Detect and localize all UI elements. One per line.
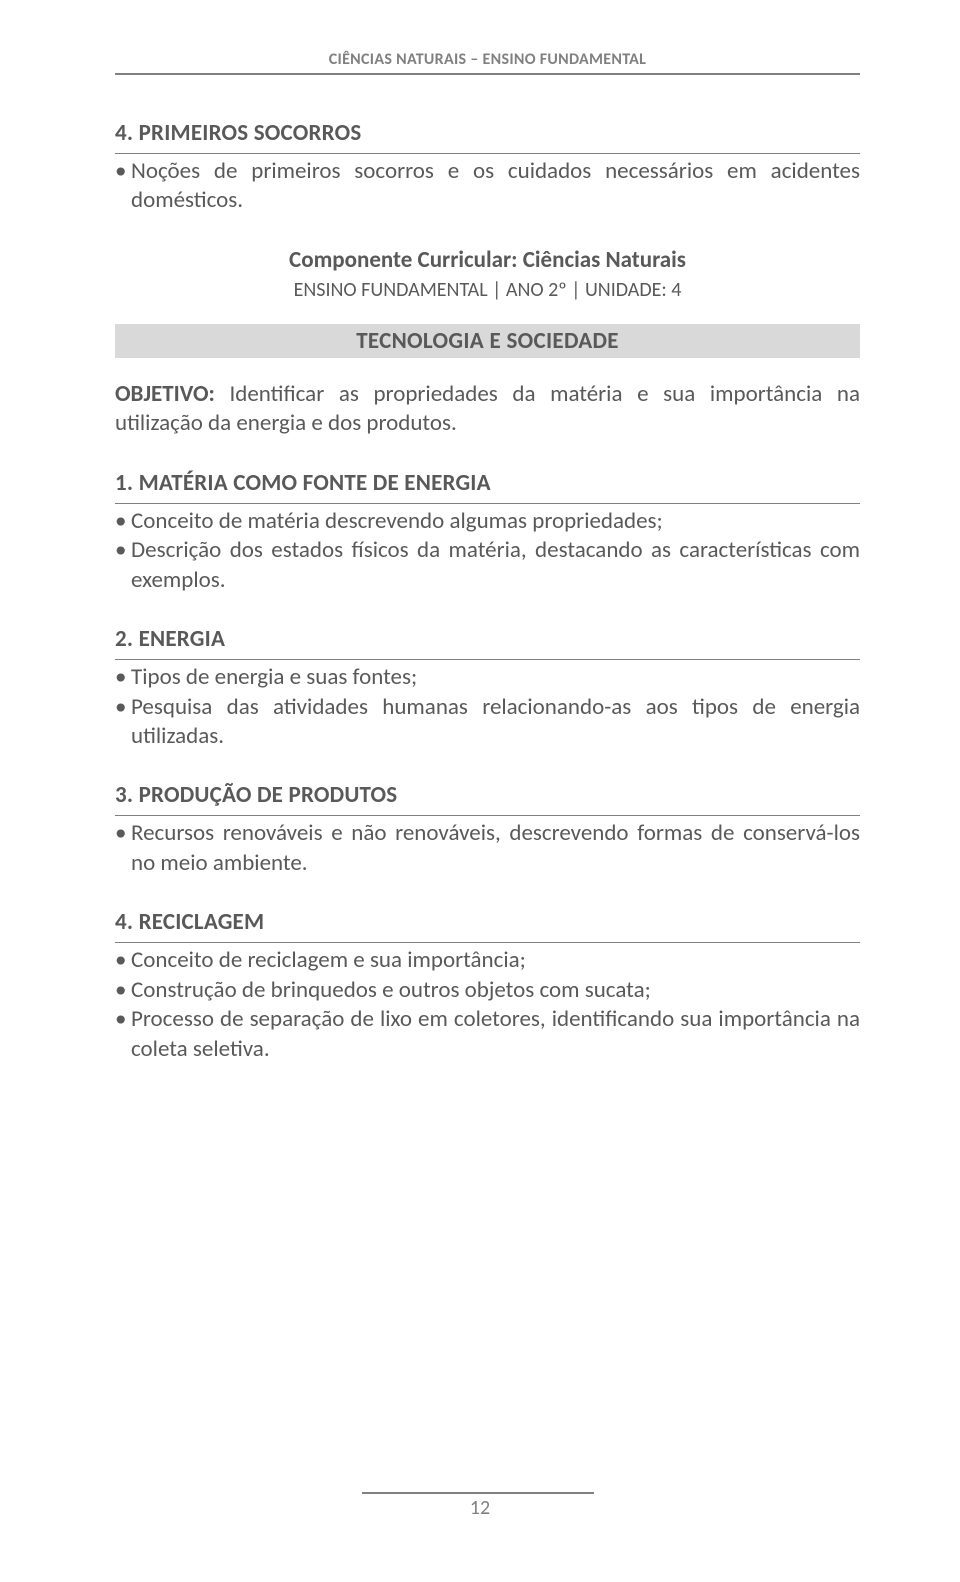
component-title: Componente Curricular: Ciências Naturais (115, 246, 860, 274)
objective-label: OBJETIVO: (115, 380, 215, 408)
footer-rule (362, 1492, 594, 1494)
header-text: CIÊNCIAS NATURAIS – ENSINO FUNDAMENTAL (329, 50, 647, 69)
section-heading: 3. PRODUÇÃO DE PRODUTOS (115, 781, 860, 809)
list-item: Conceito de reciclagem e sua importância… (115, 946, 860, 975)
header-rule (115, 73, 860, 75)
page-header: CIÊNCIAS NATURAIS – ENSINO FUNDAMENTAL (115, 50, 860, 69)
bullet-list: Noções de primeiros socorros e os cuidad… (115, 157, 860, 216)
list-item: Construção de brinquedos e outros objeto… (115, 976, 860, 1005)
list-item: Descrição dos estados físicos da matéria… (115, 536, 860, 595)
list-item: Processo de separação de lixo em coletor… (115, 1005, 860, 1064)
section-heading: 1. MATÉRIA COMO FONTE DE ENERGIA (115, 469, 860, 497)
section-rule (115, 815, 860, 816)
section-energia: 2. ENERGIA Tipos de energia e suas fonte… (115, 625, 860, 751)
objective-text: Identificar as propriedades da matéria e… (115, 380, 860, 437)
section-rule (115, 503, 860, 504)
list-item: Tipos de energia e suas fontes; (115, 663, 860, 692)
section-heading: 2. ENERGIA (115, 625, 860, 653)
bullet-list: Tipos de energia e suas fontes; Pesquisa… (115, 663, 860, 751)
banner-tecnologia: TECNOLOGIA E SOCIEDADE (115, 324, 860, 358)
section-primeiros-socorros: 4. PRIMEIROS SOCORROS Noções de primeiro… (115, 119, 860, 216)
page-number: 12 (0, 1496, 960, 1520)
objective-paragraph: OBJETIVO: Identificar as propriedades da… (115, 380, 860, 439)
section-heading: 4. PRIMEIROS SOCORROS (115, 119, 860, 147)
section-heading: 4. RECICLAGEM (115, 908, 860, 936)
section-producao: 3. PRODUÇÃO DE PRODUTOS Recursos renováv… (115, 781, 860, 878)
section-materia: 1. MATÉRIA COMO FONTE DE ENERGIA Conceit… (115, 469, 860, 595)
section-rule (115, 942, 860, 943)
list-item: Conceito de matéria descrevendo algumas … (115, 507, 860, 536)
list-item: Pesquisa das atividades humanas relacion… (115, 693, 860, 752)
component-sub: ENSINO FUNDAMENTAL | ANO 2º | UNIDADE: 4 (115, 278, 860, 302)
list-item: Recursos renováveis e não renováveis, de… (115, 819, 860, 878)
section-rule (115, 659, 860, 660)
section-rule (115, 153, 860, 154)
component-block: Componente Curricular: Ciências Naturais… (115, 246, 860, 302)
bullet-list: Conceito de matéria descrevendo algumas … (115, 507, 860, 595)
bullet-list: Conceito de reciclagem e sua importância… (115, 946, 860, 1064)
bullet-list: Recursos renováveis e não renováveis, de… (115, 819, 860, 878)
list-item: Noções de primeiros socorros e os cuidad… (115, 157, 860, 216)
section-reciclagem: 4. RECICLAGEM Conceito de reciclagem e s… (115, 908, 860, 1064)
